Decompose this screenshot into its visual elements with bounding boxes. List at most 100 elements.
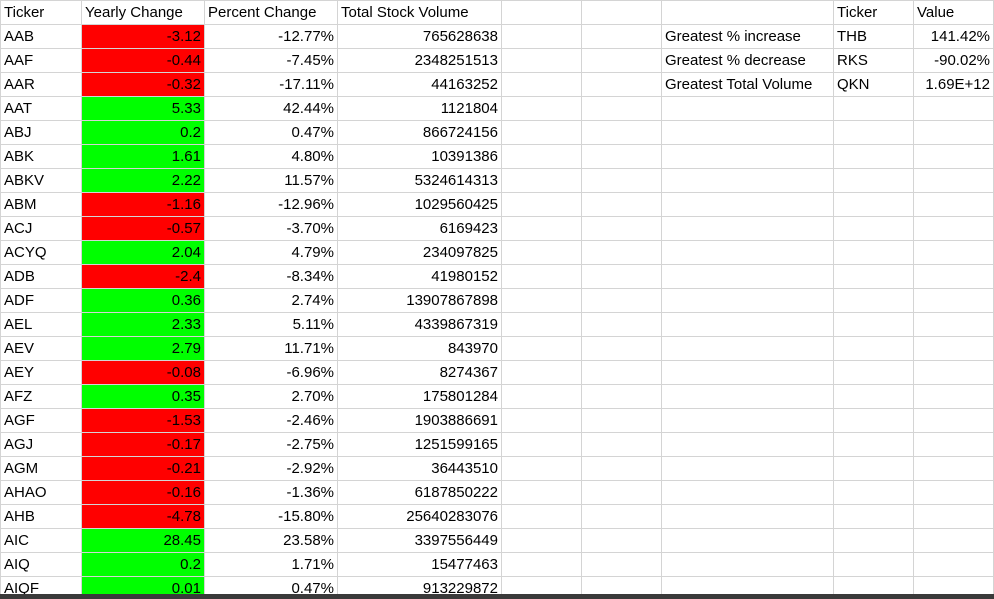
empty-cell[interactable] — [833, 360, 914, 385]
empty-cell[interactable] — [661, 96, 834, 121]
ticker-cell[interactable]: ABKV — [0, 168, 82, 193]
empty-cell[interactable] — [501, 0, 582, 25]
empty-cell[interactable] — [501, 480, 582, 505]
empty-cell[interactable] — [833, 576, 914, 594]
total-volume-cell[interactable]: 41980152 — [337, 264, 502, 289]
empty-cell[interactable] — [661, 264, 834, 289]
empty-cell[interactable] — [581, 264, 662, 289]
empty-cell[interactable] — [501, 408, 582, 433]
percent-change-cell[interactable]: -2.46% — [204, 408, 338, 433]
empty-cell[interactable] — [581, 168, 662, 193]
yearly-change-cell[interactable]: -1.16 — [81, 192, 205, 217]
empty-cell[interactable] — [581, 72, 662, 97]
summary-label-cell[interactable]: Greatest % increase — [661, 24, 834, 49]
empty-cell[interactable] — [833, 408, 914, 433]
empty-cell[interactable] — [833, 504, 914, 529]
percent-change-cell[interactable]: -12.96% — [204, 192, 338, 217]
summary-value-cell[interactable]: -90.02% — [913, 48, 994, 73]
empty-cell[interactable] — [661, 552, 834, 577]
empty-cell[interactable] — [501, 24, 582, 49]
yearly-change-cell[interactable]: -0.16 — [81, 480, 205, 505]
empty-cell[interactable] — [833, 144, 914, 169]
total-volume-cell[interactable]: 6187850222 — [337, 480, 502, 505]
total-volume-cell[interactable]: 175801284 — [337, 384, 502, 409]
yearly-change-cell[interactable]: 2.33 — [81, 312, 205, 337]
empty-cell[interactable] — [501, 336, 582, 361]
percent-change-cell[interactable]: -6.96% — [204, 360, 338, 385]
empty-cell[interactable] — [501, 144, 582, 169]
yearly-change-cell[interactable]: 0.01 — [81, 576, 205, 594]
percent-change-cell[interactable]: -8.34% — [204, 264, 338, 289]
empty-cell[interactable] — [913, 576, 994, 594]
empty-cell[interactable] — [501, 216, 582, 241]
percent-change-cell[interactable]: -15.80% — [204, 504, 338, 529]
empty-cell[interactable] — [581, 336, 662, 361]
percent-change-cell[interactable]: 2.74% — [204, 288, 338, 313]
percent-change-cell[interactable]: -2.92% — [204, 456, 338, 481]
summary-ticker-cell[interactable]: QKN — [833, 72, 914, 97]
total-volume-cell[interactable]: 44163252 — [337, 72, 502, 97]
empty-cell[interactable] — [913, 456, 994, 481]
empty-cell[interactable] — [581, 216, 662, 241]
percent-change-cell[interactable]: 5.11% — [204, 312, 338, 337]
empty-cell[interactable] — [661, 312, 834, 337]
empty-cell[interactable] — [913, 96, 994, 121]
yearly-change-cell[interactable]: -0.17 — [81, 432, 205, 457]
ticker-cell[interactable]: AAF — [0, 48, 82, 73]
empty-cell[interactable] — [501, 360, 582, 385]
empty-cell[interactable] — [581, 192, 662, 217]
total-volume-cell[interactable]: 1029560425 — [337, 192, 502, 217]
empty-cell[interactable] — [581, 552, 662, 577]
header-ticker[interactable]: Ticker — [0, 0, 82, 25]
empty-cell[interactable] — [913, 504, 994, 529]
empty-cell[interactable] — [581, 144, 662, 169]
empty-cell[interactable] — [501, 72, 582, 97]
total-volume-cell[interactable]: 1251599165 — [337, 432, 502, 457]
percent-change-cell[interactable]: -3.70% — [204, 216, 338, 241]
empty-cell[interactable] — [661, 192, 834, 217]
total-volume-cell[interactable]: 1121804 — [337, 96, 502, 121]
percent-change-cell[interactable]: 11.71% — [204, 336, 338, 361]
yearly-change-cell[interactable]: 2.04 — [81, 240, 205, 265]
ticker-cell[interactable]: AFZ — [0, 384, 82, 409]
percent-change-cell[interactable]: -12.77% — [204, 24, 338, 49]
empty-cell[interactable] — [913, 312, 994, 337]
empty-cell[interactable] — [581, 528, 662, 553]
empty-cell[interactable] — [833, 120, 914, 145]
empty-cell[interactable] — [913, 288, 994, 313]
ticker-cell[interactable]: AHAO — [0, 480, 82, 505]
ticker-cell[interactable]: AAT — [0, 96, 82, 121]
empty-cell[interactable] — [913, 432, 994, 457]
empty-cell[interactable] — [581, 48, 662, 73]
yearly-change-cell[interactable]: 2.22 — [81, 168, 205, 193]
empty-cell[interactable] — [581, 384, 662, 409]
total-volume-cell[interactable]: 13907867898 — [337, 288, 502, 313]
empty-cell[interactable] — [661, 456, 834, 481]
empty-cell[interactable] — [581, 24, 662, 49]
summary-ticker-cell[interactable]: THB — [833, 24, 914, 49]
percent-change-cell[interactable]: 1.71% — [204, 552, 338, 577]
empty-cell[interactable] — [661, 384, 834, 409]
total-volume-cell[interactable]: 913229872 — [337, 576, 502, 594]
percent-change-cell[interactable]: 4.80% — [204, 144, 338, 169]
total-volume-cell[interactable]: 36443510 — [337, 456, 502, 481]
empty-cell[interactable] — [833, 96, 914, 121]
empty-cell[interactable] — [661, 240, 834, 265]
empty-cell[interactable] — [913, 528, 994, 553]
empty-cell[interactable] — [501, 456, 582, 481]
total-volume-cell[interactable]: 2348251513 — [337, 48, 502, 73]
yearly-change-cell[interactable]: -0.57 — [81, 216, 205, 241]
empty-cell[interactable] — [581, 408, 662, 433]
header-total-volume[interactable]: Total Stock Volume — [337, 0, 502, 25]
yearly-change-cell[interactable]: 0.35 — [81, 384, 205, 409]
empty-cell[interactable] — [501, 504, 582, 529]
empty-cell[interactable] — [833, 336, 914, 361]
empty-cell[interactable] — [913, 216, 994, 241]
total-volume-cell[interactable]: 234097825 — [337, 240, 502, 265]
empty-cell[interactable] — [661, 0, 834, 25]
empty-cell[interactable] — [501, 264, 582, 289]
ticker-cell[interactable]: AAB — [0, 24, 82, 49]
empty-cell[interactable] — [833, 312, 914, 337]
yearly-change-cell[interactable]: -0.21 — [81, 456, 205, 481]
